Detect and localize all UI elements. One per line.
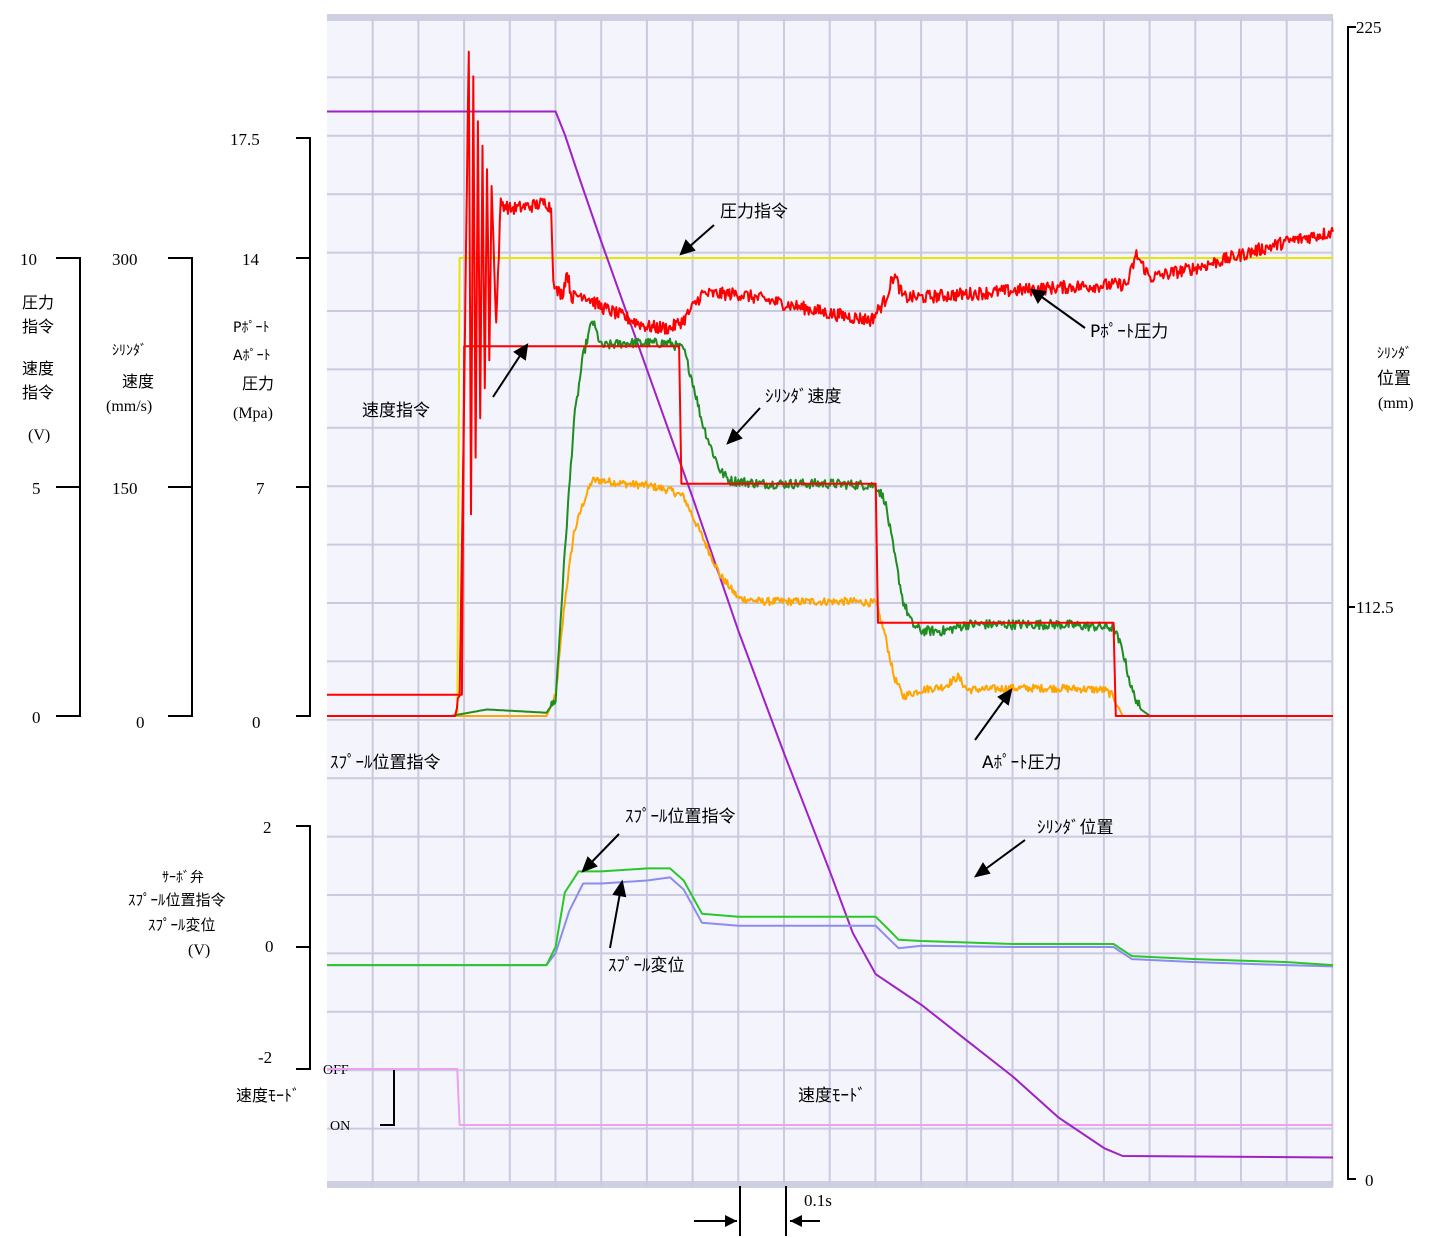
series-line <box>327 110 1334 1159</box>
command-axis-title: 速度 <box>22 359 54 378</box>
annotation-spool-displacement: ｽﾌﾟｰﾙ変位 <box>608 956 685 976</box>
arrowhead <box>612 879 627 898</box>
mode-axis-tick-label: OFF <box>323 1063 349 1078</box>
spool-axis: 2 0 -2 ｻｰﾎﾞ弁 ｽﾌﾟｰﾙ位置指令 ｽﾌﾟｰﾙ変位 (V) <box>128 818 311 1070</box>
annotations: ｽﾌﾟｰﾙ位置指令 速度ﾓｰﾄﾞ 圧力指令 Pﾎﾟｰﾄ圧力 速度指令 ｼﾘﾝﾀﾞ… <box>330 202 1168 1236</box>
section-label: ｽﾌﾟｰﾙ位置指令 <box>330 753 441 773</box>
right-axis-tick-label: 0 <box>1365 1171 1374 1190</box>
pressure-axis-tick-label: 0 <box>252 713 261 732</box>
pressure-axis-tick-label: 14 <box>242 250 260 269</box>
grid <box>327 19 1334 1186</box>
arrowhead <box>1030 288 1047 304</box>
spool-axis-title: ｽﾌﾟｰﾙ変位 <box>148 916 216 934</box>
annotation-cylinder-speed: ｼﾘﾝﾀﾞ速度 <box>765 387 842 407</box>
right-axis-title: ｼﾘﾝﾀﾞ <box>1377 346 1412 362</box>
series-line <box>327 876 1334 968</box>
spool-axis-tick-label: -2 <box>258 1048 272 1067</box>
spool-axis-title: ｽﾌﾟｰﾙ位置指令 <box>128 891 226 909</box>
annotation-a-port-pressure: Aﾎﾟｰﾄ圧力 <box>982 753 1062 773</box>
spool-axis-tick-label: 0 <box>265 937 274 956</box>
right-axis-tick-label: 112.5 <box>1356 598 1394 617</box>
speed-axis-tick-label: 0 <box>136 713 145 732</box>
spool-axis-title: (V) <box>188 942 210 959</box>
annotation-pressure-command: 圧力指令 <box>720 202 788 222</box>
mode-center-label: 速度ﾓｰﾄﾞ <box>798 1086 866 1106</box>
speed-axis-title: ｼﾘﾝﾀﾞ <box>112 343 147 359</box>
annotation-speed-command: 速度指令 <box>362 401 430 421</box>
cylinder-speed-axis: 300 150 0 ｼﾘﾝﾀﾞ 速度 (mm/s) <box>106 250 193 732</box>
command-axis-title: 圧力 <box>22 293 54 312</box>
series-line <box>327 1068 1333 1126</box>
plot-top-border <box>327 14 1333 21</box>
pressure-axis: 17.5 14 7 0 Pﾎﾟｰﾄ Aﾎﾟｰﾄ 圧力 (Mpa) <box>230 130 311 732</box>
right-axis-title: 位置 <box>1377 369 1411 389</box>
annotation-p-port-pressure: Pﾎﾟｰﾄ圧力 <box>1090 322 1168 342</box>
annotation-arrows <box>492 224 1086 949</box>
speed-mode-axis: OFF ON 速度ﾓｰﾄﾞ <box>236 1063 395 1134</box>
right-axis: 225 112.5 0 ｼﾘﾝﾀﾞ 位置 (mm) <box>1347 18 1414 1190</box>
pressure-axis-title: (Mpa) <box>233 405 273 422</box>
arrowhead <box>679 239 696 256</box>
command-axis-title: 指令 <box>22 317 54 336</box>
speed-axis-tick-label: 300 <box>112 250 138 269</box>
time-scale: 0.1s <box>694 1186 832 1236</box>
command-axis-tick-label: 5 <box>32 479 41 498</box>
right-axis-title: (mm) <box>1378 395 1414 412</box>
spool-axis-title: ｻｰﾎﾞ弁 <box>162 870 204 886</box>
pressure-axis-title: Pﾎﾟｰﾄ <box>233 320 269 336</box>
mode-axis-title: 速度ﾓｰﾄﾞ <box>236 1086 300 1105</box>
spool-axis-tick-label: 2 <box>263 818 272 837</box>
command-axis-title: 指令 <box>22 383 54 402</box>
speed-axis-tick-label: 150 <box>112 479 138 498</box>
annotation-cylinder-position: ｼﾘﾝﾀﾞ位置 <box>1037 818 1114 838</box>
arrowhead <box>725 1215 737 1227</box>
time-scale-label: 0.1s <box>804 1191 832 1210</box>
arrowhead <box>581 856 598 873</box>
command-axis-title: (V) <box>28 427 50 444</box>
command-axis-tick-label: 10 <box>20 250 37 269</box>
pressure-axis-tick-label: 17.5 <box>230 130 260 149</box>
command-voltage-axis: 10 5 0 圧力 指令 速度 指令 (V) <box>20 250 81 727</box>
series-line <box>327 50 1334 717</box>
right-axis-tick-label: 225 <box>1356 18 1382 37</box>
mode-axis-tick-label: ON <box>330 1119 350 1134</box>
series-line <box>327 867 1334 967</box>
series-layer <box>327 50 1334 1159</box>
arrowhead <box>790 1215 802 1227</box>
speed-axis-title: 速度 <box>122 372 154 391</box>
pressure-axis-tick-label: 7 <box>256 479 265 498</box>
pressure-axis-title: Aﾎﾟｰﾄ <box>233 348 271 364</box>
arrowhead <box>513 343 529 361</box>
arrowhead <box>973 862 991 878</box>
axes: 225 112.5 0 ｼﾘﾝﾀﾞ 位置 (mm) 10 5 0 圧力 指令 速… <box>20 18 1414 1190</box>
speed-axis-title: (mm/s) <box>106 398 152 415</box>
command-axis-tick-label: 0 <box>32 708 41 727</box>
annotation-spool-command: ｽﾌﾟｰﾙ位置指令 <box>625 807 736 827</box>
arrowhead <box>997 687 1013 706</box>
arrowhead <box>726 428 743 445</box>
pressure-axis-title: 圧力 <box>242 374 274 393</box>
